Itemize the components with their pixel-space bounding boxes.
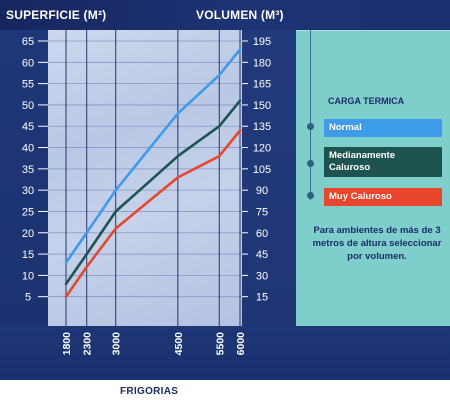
y-left-tick-label: 45 [22,121,34,133]
series-line-normal [64,48,242,264]
series-line-medianamente-caluroso [64,99,242,286]
x-axis-label: FRIGORIAS [120,386,179,397]
x-tick-label: 4500 [173,332,185,356]
series-line-muy-caluroso [64,129,242,299]
y-left-tick-label: 35 [22,164,34,176]
y-right-tick-label: 90 [256,185,268,197]
y-left-tick-label: 40 [22,143,34,155]
x-axis-band [0,326,296,380]
legend-connector-line [310,30,311,200]
legend-top-rule [296,30,450,31]
left-axis-title: SUPERFICIE (M²) [6,8,107,22]
y-right-tick-label: 75 [256,206,268,218]
x-tick-label: 5500 [214,332,226,356]
legend-item-muy-caluroso: Muy Caluroso [324,188,442,206]
x-tick-label: 3000 [111,332,123,356]
y-left-tick-label: 10 [22,270,34,282]
y-right-tick-label: 105 [253,164,271,176]
y-right-tick-label: 60 [256,228,268,240]
x-tick-label: 2300 [82,332,94,356]
legend-dot-muy-caluroso [307,192,314,199]
y-left-tick-label: 60 [22,57,34,69]
x-tick-label: 6000 [235,332,247,356]
y-left-tick-label: 15 [22,249,34,261]
legend-note: Para ambientes de más de 3 metros de alt… [312,225,442,262]
axis-titles-band: SUPERFICIE (M²) VOLUMEN (M³) [0,0,450,30]
legend-item-normal: Normal [324,119,442,137]
left-axis-band [0,30,48,326]
legend-item-medianamente-caluroso: Medianamente Caluroso [324,147,442,177]
y-right-tick-label: 180 [253,57,271,69]
y-left-tick-label: 20 [22,228,34,240]
y-left-tick-label: 5 [25,292,31,304]
right-axis-title: VOLUMEN (M³) [196,8,284,22]
y-right-tick-label: 135 [253,121,271,133]
y-left-tick-label: 30 [22,185,34,197]
legend-dot-normal [307,123,314,130]
x-axis-band-extension [296,326,450,380]
legend-dot-medianamente-caluroso [307,160,314,167]
y-left-tick-label: 65 [22,36,34,48]
legend-panel [296,30,450,326]
y-right-tick-label: 165 [253,79,271,91]
x-tick-label: 1800 [61,332,73,356]
y-right-tick-label: 45 [256,249,268,261]
y-left-tick-label: 55 [22,79,34,91]
legend-title: CARGA TERMICA [328,96,405,106]
right-axis-band [242,30,296,326]
y-left-tick-label: 50 [22,100,34,112]
y-right-tick-label: 195 [253,36,271,48]
y-right-tick-label: 15 [256,292,268,304]
y-right-tick-label: 150 [253,100,271,112]
y-right-tick-label: 120 [253,143,271,155]
y-left-tick-label: 25 [22,206,34,218]
y-right-tick-label: 30 [256,270,268,282]
